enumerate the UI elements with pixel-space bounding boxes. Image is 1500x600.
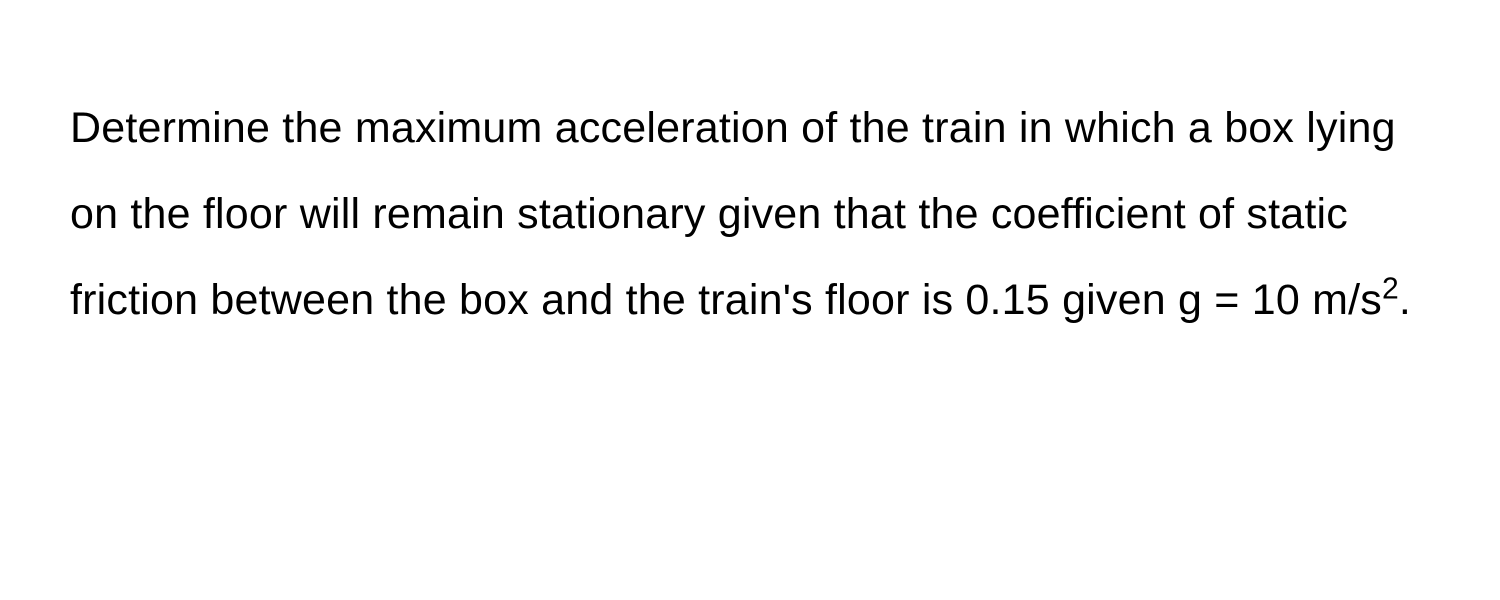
problem-text-end: . (1399, 276, 1411, 324)
unit-superscript: 2 (1382, 273, 1399, 306)
physics-problem-text: Determine the maximum acceleration of th… (70, 85, 1430, 343)
problem-text-main: Determine the maximum acceleration of th… (70, 104, 1396, 324)
